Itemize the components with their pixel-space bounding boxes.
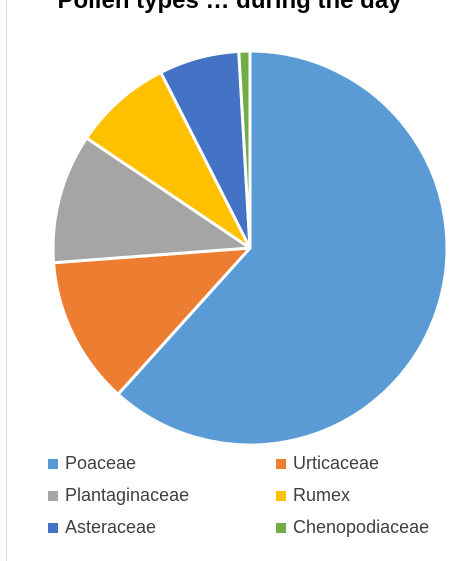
pie-slice-urticaceae — [52, 246, 252, 396]
pie-slice-chenopodiaceae — [237, 49, 252, 250]
chart-title: Pollen types … during the day — [57, 0, 402, 14]
pie-slice-rumex — [85, 70, 252, 250]
pie-slice-poaceae — [116, 49, 449, 447]
pie-slice-plantaginaceae — [51, 136, 252, 265]
